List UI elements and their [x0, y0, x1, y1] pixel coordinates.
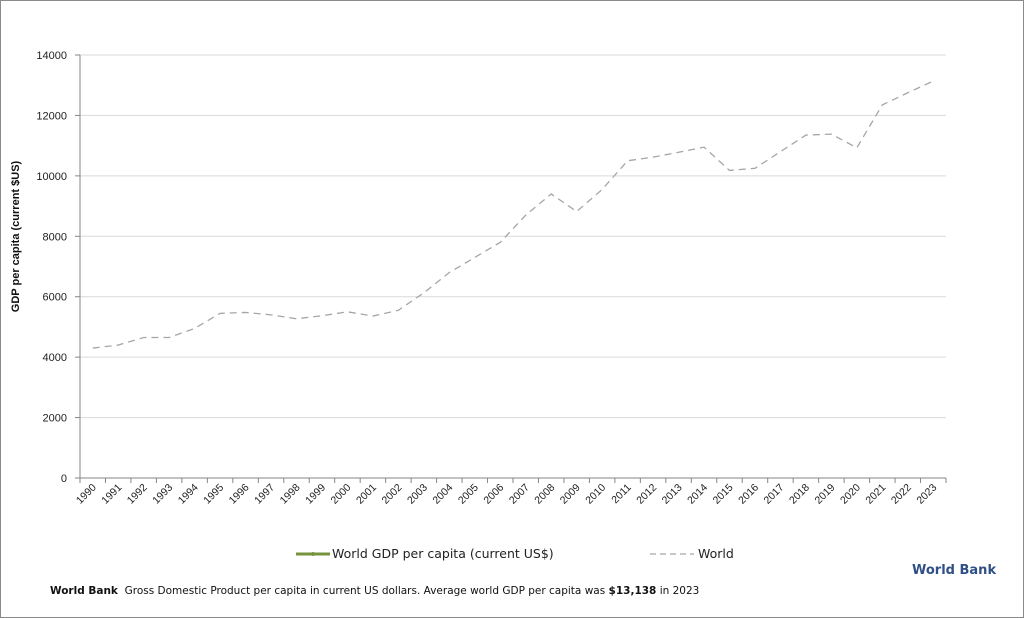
x-tick-label: 2022	[889, 482, 914, 507]
x-tick-label: 2020	[838, 482, 863, 507]
y-tick-label: 4000	[43, 352, 67, 364]
x-tick-label: 2017	[762, 482, 787, 507]
x-tick-label: 1995	[201, 482, 226, 507]
footer-source: World Bank	[50, 585, 118, 597]
x-tick-label: 2012	[634, 482, 659, 507]
x-tick-label: 2014	[685, 482, 710, 507]
x-tick-label: 2008	[532, 482, 557, 507]
footer-highlight: $13,138	[608, 585, 657, 597]
x-tick-label: 1993	[150, 482, 175, 507]
footer-text: Gross Domestic Product per capita in cur…	[124, 585, 609, 597]
legend-swatch-green-line-icon	[296, 551, 330, 556]
x-tick-label: 2011	[609, 482, 634, 507]
x-tick-label: 2005	[456, 482, 481, 507]
x-tick-label: 1994	[176, 482, 201, 507]
x-tick-label: 2015	[711, 482, 736, 507]
y-axis-label: GDP per capita (current $US)	[10, 160, 22, 312]
legend-item-world: World	[650, 546, 734, 561]
x-tick-label: 2009	[558, 482, 583, 507]
y-tick-label: 10000	[36, 171, 67, 183]
y-tick-label: 0	[61, 473, 67, 485]
legend-swatch-dashed-line-icon	[650, 552, 694, 555]
x-tick-label: 2021	[863, 482, 888, 507]
x-tick-label: 1998	[278, 482, 303, 507]
x-tick-label: 2019	[813, 482, 838, 507]
y-tick-label: 6000	[43, 292, 67, 304]
footer-suffix: in 2023	[656, 585, 700, 597]
footer-caption: World Bank Gross Domestic Product per ca…	[50, 585, 699, 597]
legend-label-gdp: World GDP per capita (current US$)	[332, 546, 554, 561]
x-tick-label: 2013	[660, 482, 685, 507]
x-tick-label: 1999	[303, 482, 328, 507]
x-tick-label: 2010	[583, 482, 608, 507]
series-line-1	[92, 80, 934, 349]
legend-item-gdp: World GDP per capita (current US$)	[296, 546, 554, 561]
x-tick-label: 1992	[125, 482, 150, 507]
x-tick-label: 1991	[99, 482, 124, 507]
x-tick-label: 2023	[914, 482, 939, 507]
x-tick-label: 2007	[507, 482, 532, 507]
x-tick-label: 2000	[329, 482, 354, 507]
x-tick-label: 1996	[227, 482, 252, 507]
y-tick-label: 8000	[43, 231, 67, 243]
x-tick-label: 2002	[380, 482, 405, 507]
x-tick-label: 2004	[430, 482, 455, 507]
y-tick-label: 14000	[36, 50, 67, 62]
x-tick-label: 1997	[252, 482, 277, 507]
world-bank-brand: World Bank	[912, 563, 997, 578]
y-tick-label: 2000	[43, 413, 67, 425]
x-tick-label: 1990	[74, 482, 99, 507]
legend-label-world: World	[698, 546, 734, 561]
x-tick-label: 2006	[481, 482, 506, 507]
x-tick-label: 2001	[354, 482, 379, 507]
y-tick-label: 12000	[36, 110, 67, 122]
x-tick-label: 2018	[787, 482, 812, 507]
x-tick-label: 2003	[405, 482, 430, 507]
x-tick-label: 2016	[736, 482, 761, 507]
